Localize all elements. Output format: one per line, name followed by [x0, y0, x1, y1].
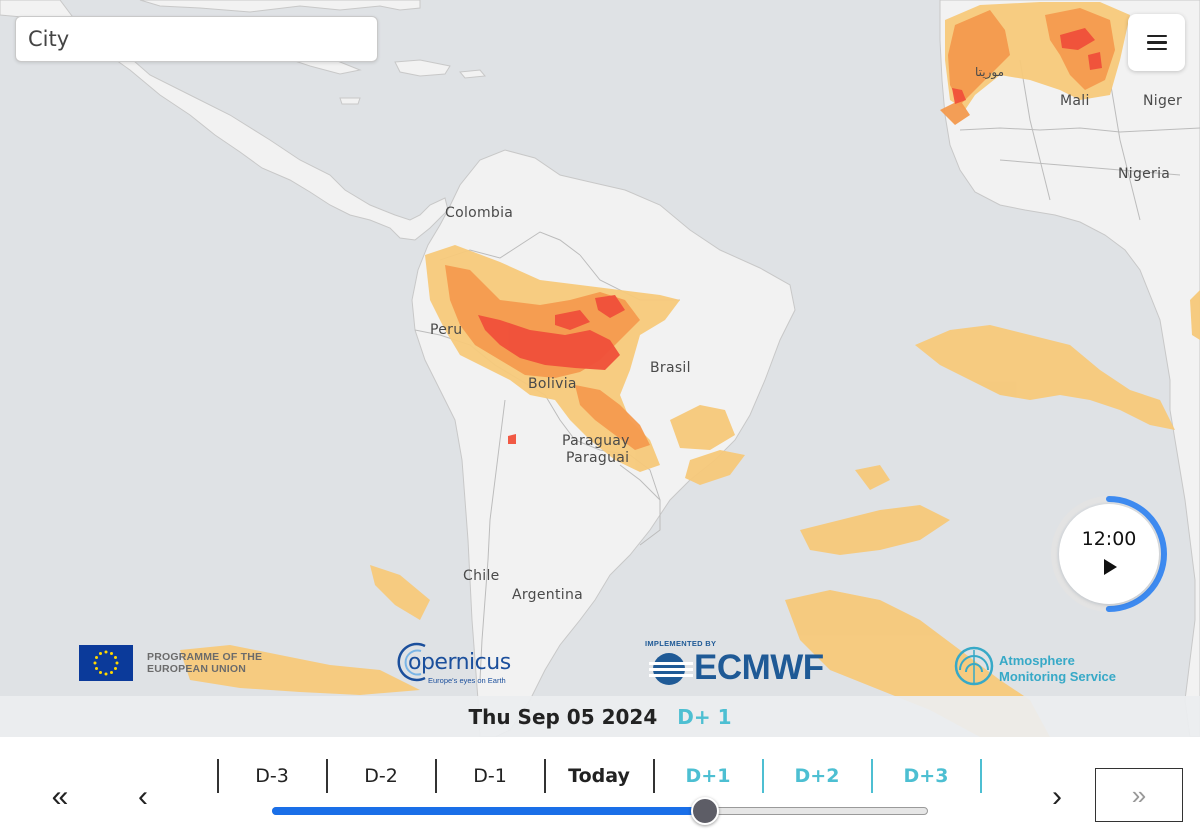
timeline-controls: « ‹ D-3 D-2 D-1 Today D+1 D+2 D+3 › »	[0, 737, 1200, 832]
forecast-time: 12:00	[1081, 528, 1137, 550]
map-label-chile: Chile	[463, 568, 500, 584]
day-tab-d+3[interactable]: D+3	[903, 765, 949, 787]
eu-flag-logo	[79, 645, 133, 681]
day-divider	[544, 759, 546, 793]
day-tab-d+2[interactable]: D+2	[794, 765, 840, 787]
day-tab-d-3[interactable]: D-3	[255, 765, 289, 787]
eu-programme-text: PROGRAMME OF THE EUROPEAN UNION	[147, 651, 263, 675]
map-label-mali: Mali	[1060, 93, 1090, 109]
last-day-button[interactable]: »	[1095, 768, 1183, 822]
day-tab-d-2[interactable]: D-2	[364, 765, 398, 787]
time-slider-thumb[interactable]	[690, 797, 719, 825]
copernicus-logo: opernicus Europe's eyes on Earth	[395, 638, 525, 688]
day-divider	[326, 759, 328, 793]
day-divider	[435, 759, 437, 793]
map-label-brasil: Brasil	[650, 360, 691, 376]
map-label-niger: Niger	[1143, 93, 1183, 109]
day-tab-d+1[interactable]: D+1	[685, 765, 731, 787]
day-tab-today[interactable]: Today	[568, 765, 630, 787]
map-label-paraguay: Paraguay	[562, 433, 630, 449]
previous-day-button[interactable]: ‹	[138, 780, 148, 813]
time-progress-ring	[1051, 496, 1167, 612]
day-divider	[980, 759, 982, 793]
city-search-input[interactable]	[15, 16, 378, 62]
forecast-day-offset: D+ 1	[677, 704, 732, 729]
day-tab-d-1[interactable]: D-1	[473, 765, 507, 787]
map-label-paraguai: Paraguai	[566, 450, 630, 466]
map-label-peru: Peru	[430, 322, 463, 338]
time-slider-fill	[272, 807, 705, 815]
forecast-map[interactable]: Colombia Peru Brasil Bolivia Paraguay Pa…	[0, 0, 1200, 737]
clock-face	[1059, 504, 1159, 604]
map-label-colombia: Colombia	[445, 205, 514, 221]
cams-logo: Atmosphere Monitoring Service	[952, 640, 1142, 692]
ecmwf-logo: IMPLEMENTED BY ECMWF	[645, 639, 824, 687]
forecast-date: Thu Sep 05 2024	[468, 704, 658, 729]
day-divider	[871, 759, 873, 793]
time-player[interactable]: 12:00	[1050, 495, 1168, 613]
forecast-date-bar: Thu Sep 05 2024 D+ 1	[0, 696, 1200, 737]
map-label-nigeria: Nigeria	[1118, 166, 1171, 182]
map-label-bolivia: Bolivia	[528, 376, 577, 392]
day-divider	[762, 759, 764, 793]
map-label-morocco: موريتا	[975, 65, 1005, 79]
day-divider	[217, 759, 219, 793]
map-basemap[interactable]	[0, 0, 1200, 737]
partner-logos: PROGRAMME OF THE EUROPEAN UNION opernicu…	[0, 635, 1200, 695]
hamburger-menu-button[interactable]	[1128, 14, 1185, 71]
hamburger-menu-icon	[1146, 34, 1167, 51]
play-icon[interactable]	[1102, 558, 1118, 576]
map-label-argentina: Argentina	[512, 587, 583, 603]
day-divider	[653, 759, 655, 793]
first-day-button[interactable]: «	[51, 780, 69, 813]
next-day-button[interactable]: ›	[1052, 780, 1062, 813]
